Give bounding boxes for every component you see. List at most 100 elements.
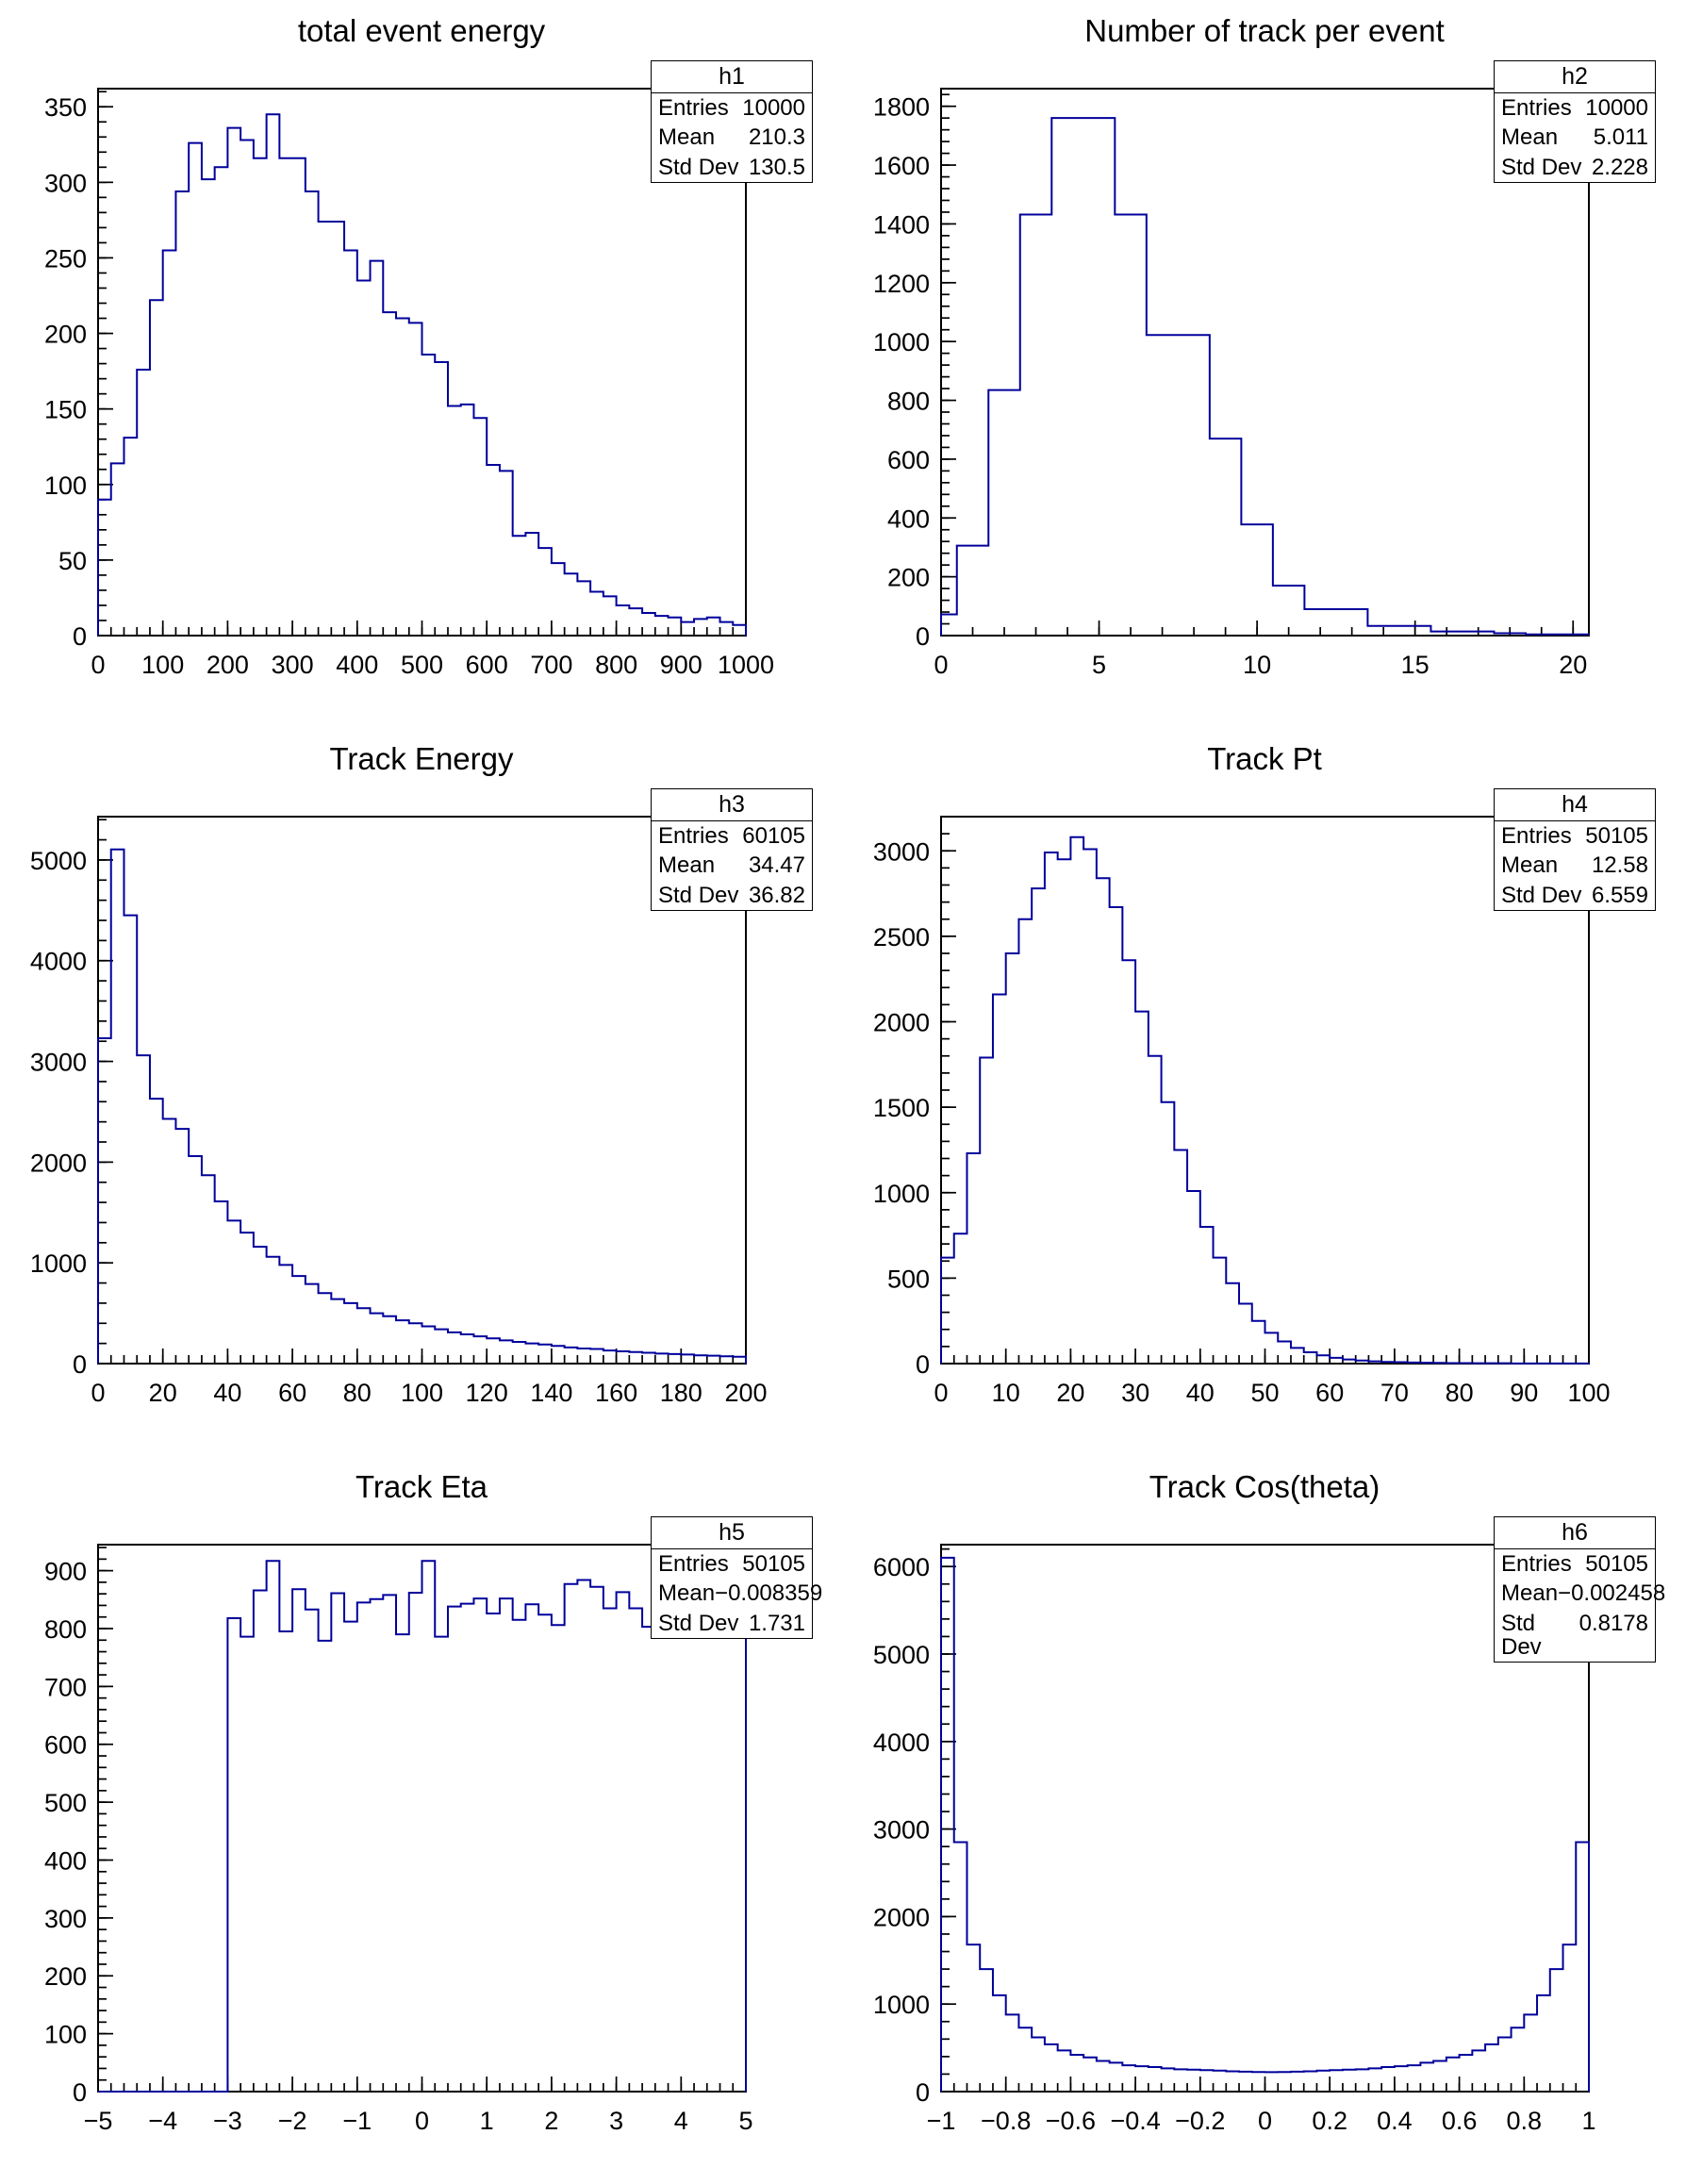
stats-row: Mean −0.002458 bbox=[1495, 1579, 1665, 1608]
stats-value: 12.58 bbox=[1591, 852, 1648, 879]
stats-row: Std Dev 0.8178 bbox=[1495, 1609, 1655, 1662]
plot-frame bbox=[940, 88, 1590, 637]
pad-track-eta[interactable]: Track Eta 0 100 200 300 400 500 600 700 800 900 −5… bbox=[0, 1456, 843, 2184]
stats-value: 36.82 bbox=[748, 882, 805, 908]
x-tick-label: 600 bbox=[466, 651, 508, 679]
y-tick-label: 300 bbox=[44, 1905, 87, 1933]
pad-track-cos-theta[interactable]: Track Cos(theta) 0 1000 2000 3000 4000 5000 60… bbox=[843, 1456, 1686, 2184]
y-tick-label: 200 bbox=[44, 1962, 87, 1991]
y-tick-label: 400 bbox=[887, 505, 930, 533]
stats-value: 10000 bbox=[742, 95, 805, 122]
pad-total-event-energy[interactable]: total event energy 0 50 100 150 200 250 300 350… bbox=[0, 0, 843, 728]
pad-title: Track Energy bbox=[329, 741, 514, 776]
y-tick-label: 5000 bbox=[30, 847, 87, 875]
stats-value: 50105 bbox=[1585, 1551, 1648, 1578]
histogram-outline bbox=[940, 836, 1590, 1365]
pad-track-pt[interactable]: Track Pt 0 500 1000 1500 2000 2500 3000 0 10 20 30… bbox=[843, 728, 1686, 1456]
histogram-svg: 0 100 200 300 400 500 600 700 800 900 −5 −4 −3 −2 −1 0 1… bbox=[44, 1544, 753, 2135]
y-tick-label: 600 bbox=[887, 446, 930, 474]
x-tick-label: 80 bbox=[1446, 1379, 1474, 1407]
x-tick-label: 20 bbox=[1559, 651, 1587, 679]
stats-row: Entries 10000 bbox=[1495, 93, 1655, 123]
x-tick-label: 140 bbox=[530, 1379, 572, 1407]
x-tick-label: 180 bbox=[660, 1379, 702, 1407]
x-tick-label: 40 bbox=[1186, 1379, 1215, 1407]
stats-value: 60105 bbox=[742, 823, 805, 850]
y-tick-label: 50 bbox=[58, 547, 87, 575]
y-tick-label: 3000 bbox=[873, 837, 930, 866]
x-tick-label: 200 bbox=[207, 651, 249, 679]
x-tick-label: 100 bbox=[401, 1379, 443, 1407]
pad-title: Track Cos(theta) bbox=[1149, 1469, 1380, 1504]
x-tick-label: 100 bbox=[1567, 1379, 1610, 1407]
x-tick-label: 0 bbox=[91, 1379, 105, 1407]
x-tick-label: 160 bbox=[595, 1379, 637, 1407]
stats-key: Entries bbox=[658, 823, 729, 850]
y-tick-label: 800 bbox=[887, 388, 930, 416]
y-tick-label: 1200 bbox=[873, 270, 930, 298]
histogram-outline bbox=[98, 1560, 747, 2093]
stats-box[interactable]: h5 Entries 50105 Mean −0.008359 Std Dev … bbox=[651, 1516, 822, 1639]
stats-key: Mean bbox=[1501, 852, 1559, 879]
stats-box[interactable]: h6 Entries 50105 Mean −0.002458 Std Dev … bbox=[1494, 1516, 1665, 1663]
plot-frame bbox=[940, 816, 1590, 1365]
stats-row: Std Dev 6.559 bbox=[1495, 881, 1655, 910]
stats-value: 10000 bbox=[1585, 95, 1648, 122]
x-tick-label: 3 bbox=[609, 2107, 623, 2135]
stats-title: h6 bbox=[1495, 1517, 1655, 1550]
stats-key: Entries bbox=[1501, 823, 1572, 850]
pad-number-of-track-per-event[interactable]: Number of track per event 0 200 400 600 800 1… bbox=[843, 0, 1686, 728]
stats-key: Std Dev bbox=[658, 154, 739, 180]
x-tick-label: 10 bbox=[1243, 651, 1271, 679]
y-tick-label: 400 bbox=[44, 1846, 87, 1875]
x-tick-label: −1 bbox=[927, 2107, 956, 2135]
x-tick-label: 700 bbox=[530, 651, 572, 679]
y-tick-label: 900 bbox=[44, 1558, 87, 1586]
stats-box[interactable]: h1 Entries 10000 Mean 210.3 Std Dev 130.… bbox=[651, 60, 813, 183]
x-tick-label: 70 bbox=[1380, 1379, 1409, 1407]
x-tick-label: −1 bbox=[342, 2107, 372, 2135]
x-tick-label: 60 bbox=[1315, 1379, 1344, 1407]
y-tick-label: 2000 bbox=[873, 1903, 930, 1931]
stats-key: Entries bbox=[1501, 95, 1572, 122]
stats-key: Entries bbox=[658, 95, 729, 122]
y-tick-label: 0 bbox=[73, 622, 87, 651]
y-tick-label: 100 bbox=[44, 472, 87, 500]
x-tick-label: 400 bbox=[336, 651, 378, 679]
x-tick-label: 0 bbox=[1258, 2107, 1272, 2135]
x-tick-label: 1 bbox=[480, 2107, 494, 2135]
plot-frame bbox=[940, 1544, 1590, 2093]
stats-value: −0.002458 bbox=[1558, 1580, 1666, 1607]
stats-value: 1.731 bbox=[748, 1610, 805, 1636]
y-tick-label: 1400 bbox=[873, 210, 930, 239]
x-tick-label: 200 bbox=[724, 1379, 767, 1407]
stats-box[interactable]: h4 Entries 50105 Mean 12.58 Std Dev 6.55… bbox=[1494, 788, 1656, 911]
histogram-svg: 0 500 1000 1500 2000 2500 3000 0 10 20 30 40 50 60 70 8… bbox=[873, 816, 1611, 1407]
pad-track-energy[interactable]: Track Energy 0 1000 2000 3000 4000 5000 0 20 40 6… bbox=[0, 728, 843, 1456]
x-tick-label: 0.2 bbox=[1312, 2107, 1347, 2135]
x-tick-label: −5 bbox=[84, 2107, 113, 2135]
y-tick-label: 200 bbox=[887, 564, 930, 592]
stats-value: 34.47 bbox=[748, 852, 805, 879]
stats-box[interactable]: h2 Entries 10000 Mean 5.011 Std Dev 2.22… bbox=[1494, 60, 1656, 183]
stats-key: Entries bbox=[658, 1551, 729, 1578]
stats-key: Mean bbox=[658, 124, 716, 151]
y-tick-label: 0 bbox=[916, 622, 930, 651]
x-tick-label: 0 bbox=[91, 651, 105, 679]
stats-row: Mean 34.47 bbox=[652, 851, 812, 880]
y-tick-label: 1000 bbox=[30, 1249, 87, 1278]
histogram-outline bbox=[97, 848, 747, 1364]
stats-title: h2 bbox=[1495, 61, 1655, 94]
y-tick-label: 3000 bbox=[873, 1816, 930, 1845]
x-tick-label: 80 bbox=[343, 1379, 372, 1407]
y-tick-label: 4000 bbox=[873, 1729, 930, 1757]
stats-box[interactable]: h3 Entries 60105 Mean 34.47 Std Dev 36.8… bbox=[651, 788, 813, 911]
stats-key: Std Dev bbox=[1501, 1610, 1542, 1660]
y-tick-label: 150 bbox=[44, 396, 87, 424]
stats-value: 210.3 bbox=[748, 124, 805, 151]
y-tick-label: 1800 bbox=[873, 93, 930, 122]
y-tick-label: 1000 bbox=[873, 1991, 930, 2019]
stats-value: 50105 bbox=[742, 1551, 805, 1578]
x-tick-label: 0 bbox=[934, 651, 948, 679]
